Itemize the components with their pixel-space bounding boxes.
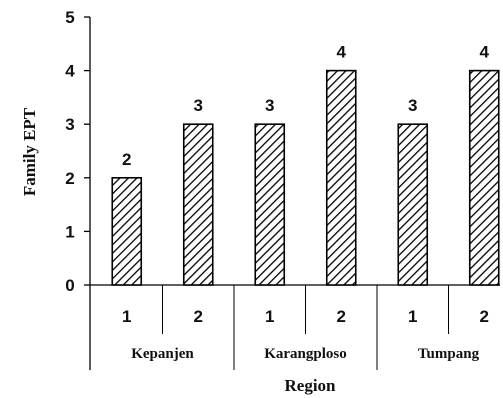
y-tick-label: 0 bbox=[65, 276, 74, 295]
x-tick-label: 2 bbox=[480, 307, 489, 326]
data-label: 4 bbox=[337, 43, 347, 62]
x-tick-label: 1 bbox=[265, 307, 274, 326]
bar bbox=[182, 123, 214, 286]
y-ticks: 0 1 2 3 4 5 bbox=[65, 8, 90, 295]
y-axis-label: Family EPT bbox=[20, 107, 39, 196]
group-label: Kepanjen bbox=[131, 346, 194, 362]
data-label: 2 bbox=[122, 150, 131, 169]
x-axis-label: Region bbox=[285, 376, 337, 395]
y-tick-label: 5 bbox=[65, 8, 74, 27]
x-ticks: 1 2 1 2 1 2 bbox=[122, 285, 489, 370]
bar bbox=[468, 69, 500, 286]
group-label: Tumpang bbox=[418, 346, 480, 362]
data-labels: 2 3 3 4 3 4 bbox=[122, 43, 490, 169]
x-tick-label: 2 bbox=[337, 307, 346, 326]
y-tick-label: 4 bbox=[65, 62, 75, 81]
x-tick-label: 1 bbox=[122, 307, 131, 326]
x-tick-label: 1 bbox=[408, 307, 417, 326]
bars bbox=[111, 69, 500, 286]
axes bbox=[89, 17, 500, 370]
x-tick-label: 2 bbox=[194, 307, 203, 326]
data-label: 3 bbox=[408, 96, 417, 115]
group-labels: Kepanjen Karangploso Tumpang bbox=[131, 346, 479, 362]
data-label: 3 bbox=[265, 96, 274, 115]
y-tick-label: 3 bbox=[65, 115, 74, 134]
bar bbox=[397, 123, 429, 286]
group-label: Karangploso bbox=[264, 346, 347, 362]
data-label: 3 bbox=[194, 96, 203, 115]
data-label: 4 bbox=[480, 43, 490, 62]
bar bbox=[111, 177, 143, 286]
y-tick-label: 1 bbox=[65, 222, 74, 241]
bar bbox=[254, 123, 286, 286]
y-tick-label: 2 bbox=[65, 169, 74, 188]
bar bbox=[325, 69, 357, 286]
